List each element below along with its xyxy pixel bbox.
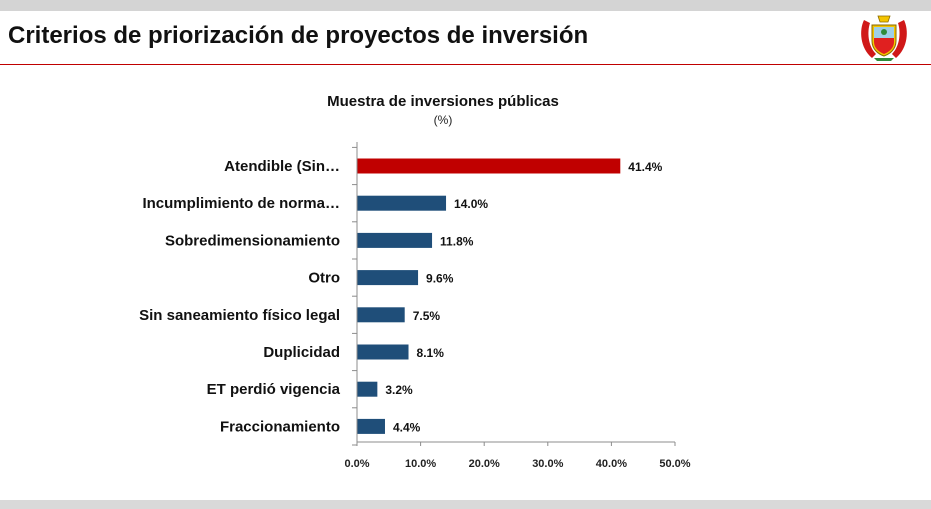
bar <box>357 195 447 211</box>
top-bar <box>0 0 931 11</box>
data-label: 7.5% <box>413 309 441 323</box>
x-tick-label: 30.0% <box>532 458 563 470</box>
data-label: 14.0% <box>454 197 488 211</box>
bar-chart: Muestra de inversiones públicas (%) Aten… <box>139 93 691 470</box>
x-tick-label: 50.0% <box>659 458 690 470</box>
bar <box>357 158 621 174</box>
x-tick-label: 10.0% <box>405 458 436 470</box>
coat-of-arms-icon <box>861 15 907 61</box>
title-rule <box>0 64 931 65</box>
data-label: 4.4% <box>393 420 421 434</box>
category-label: Fraccionamiento <box>220 418 340 435</box>
category-label: Sin saneamiento físico legal <box>139 307 340 324</box>
data-label: 3.2% <box>385 383 413 397</box>
chart-subtitle: (%) <box>434 113 453 127</box>
data-label: 11.8% <box>440 234 474 248</box>
bar <box>357 270 419 286</box>
bottom-bar <box>0 500 931 509</box>
category-label: Otro <box>308 270 340 287</box>
category-label: ET perdió vigencia <box>207 381 341 398</box>
category-label: Sobredimensionamiento <box>165 232 340 249</box>
bar <box>357 307 405 323</box>
data-label: 8.1% <box>417 346 445 360</box>
x-tick-label: 0.0% <box>344 458 369 470</box>
slide-title: Criterios de priorización de proyectos d… <box>8 22 589 49</box>
category-label: Atendible (Sin… <box>224 158 340 175</box>
bar <box>357 381 378 397</box>
category-label: Duplicidad <box>263 344 340 361</box>
category-label: Incumplimiento de norma… <box>142 195 340 212</box>
x-tick-label: 40.0% <box>596 458 627 470</box>
bar <box>357 344 409 360</box>
data-label: 41.4% <box>628 160 662 174</box>
chart-title: Muestra de inversiones públicas <box>327 93 559 110</box>
data-label: 9.6% <box>426 272 454 286</box>
bar <box>357 232 433 248</box>
bar <box>357 418 385 434</box>
x-tick-label: 20.0% <box>469 458 500 470</box>
